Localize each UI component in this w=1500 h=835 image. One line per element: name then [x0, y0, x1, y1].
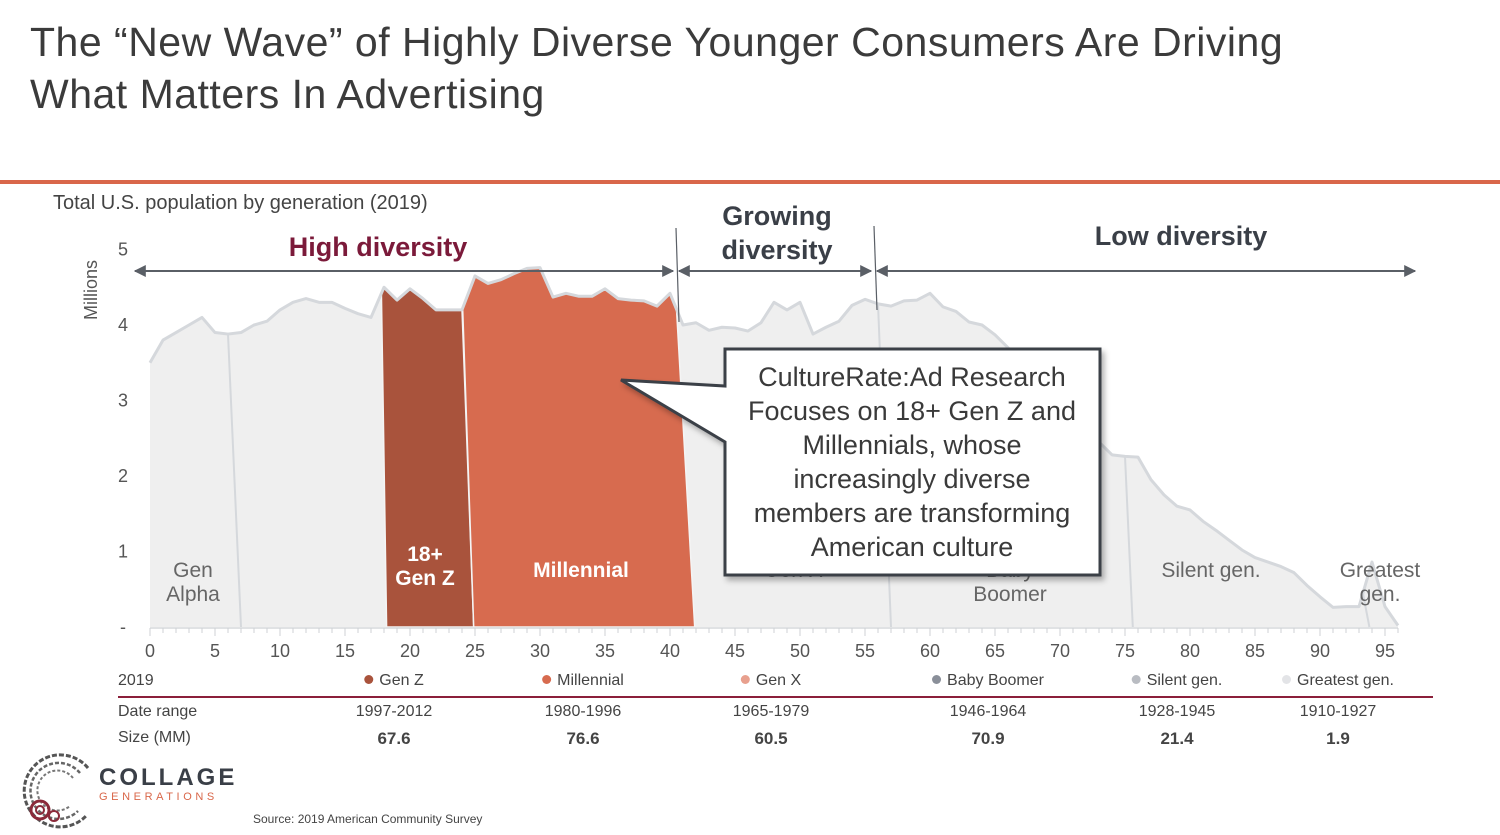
- gen-alpha-label: Alpha: [166, 583, 220, 606]
- row-label-size: Size (MM): [118, 729, 191, 746]
- x-tick-label: 20: [400, 641, 420, 661]
- accent-rule: [0, 180, 1500, 184]
- legend-label: Gen X: [755, 672, 802, 689]
- y-tick-label: 2: [118, 466, 128, 486]
- callout-line: Focuses on 18+ Gen Z and: [748, 396, 1076, 426]
- x-tick-label: 65: [985, 641, 1005, 661]
- legend-label: Greatest gen.: [1297, 672, 1394, 689]
- y-tick-label: 1: [118, 542, 128, 562]
- gen-z-label: 18+: [407, 543, 443, 566]
- date-range-cell: 1980-1996: [544, 703, 622, 720]
- size-cell: 67.6: [377, 729, 411, 748]
- millennial-label: Millennial: [533, 559, 629, 582]
- date-range-cell: 1946-1964: [949, 703, 1027, 720]
- growing-diversity-label-2: diversity: [721, 235, 832, 265]
- legend-dot-icon: [1282, 675, 1292, 684]
- size-cell: 21.4: [1160, 729, 1194, 748]
- generation-separator: [227, 334, 242, 628]
- size-cell: 1.9: [1326, 729, 1350, 748]
- logo-subtitle: GENERATIONS: [99, 791, 218, 803]
- callout-box: [620, 347, 1102, 577]
- x-tick-label: 50: [790, 641, 810, 661]
- x-tick-label: 70: [1050, 641, 1070, 661]
- x-tick-label: 95: [1375, 641, 1395, 661]
- x-tick-label: 85: [1245, 641, 1265, 661]
- title-line-1: The “New Wave” of Highly Diverse Younger…: [30, 19, 1284, 65]
- legend-label: Baby Boomer: [947, 672, 1044, 689]
- collage-logo-icon: [22, 753, 90, 829]
- x-tick-label: 35: [595, 641, 615, 661]
- legend-item: Millennial: [542, 672, 624, 690]
- silent-gen-label: Silent gen.: [1161, 559, 1260, 582]
- legend-dot-icon: [1131, 675, 1141, 684]
- x-tick-label: 80: [1180, 641, 1200, 661]
- x-tick-label: 45: [725, 641, 745, 661]
- callout-line: increasingly diverse: [793, 464, 1031, 494]
- y-axis-label: Millions: [81, 260, 101, 320]
- region-divider: [873, 225, 878, 311]
- size-cell: 70.9: [971, 729, 1005, 748]
- source-note: Source: 2019 American Community Survey: [253, 812, 483, 826]
- title-line-2: What Matters In Advertising: [30, 71, 545, 117]
- baby-boomer-label: Boomer: [973, 583, 1047, 606]
- logo-name: COLLAGE: [99, 764, 238, 791]
- x-tick-label: 75: [1115, 641, 1135, 661]
- population-outline: [148, 266, 1400, 627]
- legend-item: Greatest gen.: [1282, 672, 1394, 690]
- date-range-cell: 1910-1927: [1299, 703, 1377, 720]
- y-tick-label: 4: [118, 315, 128, 335]
- table-divider: [118, 696, 1433, 698]
- region-divider: [675, 227, 680, 323]
- callout-text: CultureRate:Ad Research Focuses on 18+ G…: [728, 360, 1096, 564]
- gen-alpha-label: Gen: [173, 559, 213, 582]
- x-tick-label: 5: [210, 641, 220, 661]
- legend-dot-icon: [542, 675, 552, 684]
- size-cell: 76.6: [566, 729, 600, 748]
- x-tick-label: 10: [270, 641, 290, 661]
- callout-line: CultureRate:Ad Research: [758, 362, 1066, 392]
- callout-line: Millennials, whose: [802, 430, 1022, 460]
- x-tick-label: 60: [920, 641, 940, 661]
- legend-label: Silent gen.: [1146, 672, 1223, 689]
- callout-line: members are transforming: [753, 498, 1071, 528]
- row-label-date-range: Date range: [118, 703, 198, 720]
- y-tick-label: -: [120, 617, 126, 637]
- generation-separator: [1361, 593, 1371, 628]
- legend-label: Millennial: [557, 672, 624, 689]
- x-tick-label: 0: [145, 641, 155, 661]
- generation-table: 2019 Date range Size (MM) Gen Z 1997-2012…: [0, 672, 1500, 752]
- date-range-cell: 1965-1979: [732, 703, 810, 720]
- callout-line: American culture: [810, 532, 1014, 562]
- x-tick-label: 25: [465, 641, 485, 661]
- legend-item: Gen X: [740, 672, 802, 690]
- greatest-gen-label: gen.: [1360, 583, 1401, 606]
- x-tick-label: 30: [530, 641, 550, 661]
- legend-dot-icon: [932, 675, 942, 684]
- gen-z-label: Gen Z: [395, 567, 455, 590]
- low-diversity-label: Low diversity: [1095, 221, 1268, 251]
- x-tick-label: 15: [335, 641, 355, 661]
- high-diversity-label: High diversity: [289, 232, 468, 262]
- y-tick-label: 5: [118, 240, 128, 260]
- slide-title: The “New Wave” of Highly Diverse Younger…: [30, 16, 1283, 120]
- greatest-gen-label: Greatest: [1340, 559, 1421, 582]
- generation-separator: [1124, 456, 1134, 628]
- x-tick-label: 40: [660, 641, 680, 661]
- chart-subtitle: Total U.S. population by generation (201…: [53, 192, 428, 214]
- legend-dot-icon: [740, 675, 750, 684]
- x-tick-label: 90: [1310, 641, 1330, 661]
- date-range-cell: 1928-1945: [1138, 703, 1216, 720]
- table-year: 2019: [118, 672, 154, 689]
- growing-diversity-label-1: Growing: [722, 201, 832, 231]
- legend-dot-icon: [364, 675, 374, 684]
- x-tick-label: 55: [855, 641, 875, 661]
- legend-label: Gen Z: [379, 672, 424, 689]
- y-tick-label: 3: [118, 391, 128, 411]
- legend-item: Baby Boomer: [932, 672, 1044, 690]
- size-cell: 60.5: [754, 729, 788, 748]
- date-range-cell: 1997-2012: [355, 703, 433, 720]
- legend-item: Silent gen.: [1131, 672, 1223, 690]
- legend-item: Gen Z: [364, 672, 424, 690]
